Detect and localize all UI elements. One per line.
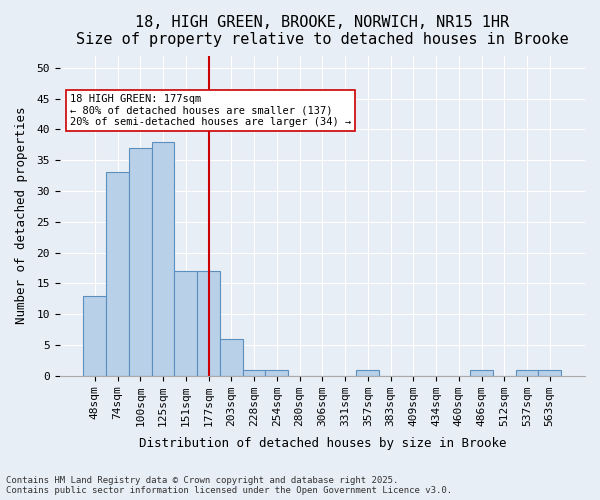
Bar: [515, 370, 538, 376]
Bar: [106, 172, 129, 376]
Y-axis label: Number of detached properties: Number of detached properties: [15, 107, 28, 324]
Bar: [129, 148, 152, 376]
Bar: [152, 142, 175, 376]
Bar: [175, 271, 197, 376]
Bar: [197, 271, 220, 376]
X-axis label: Distribution of detached houses by size in Brooke: Distribution of detached houses by size …: [139, 437, 506, 450]
Bar: [83, 296, 106, 376]
Bar: [220, 338, 242, 376]
Bar: [356, 370, 379, 376]
Title: 18, HIGH GREEN, BROOKE, NORWICH, NR15 1HR
Size of property relative to detached : 18, HIGH GREEN, BROOKE, NORWICH, NR15 1H…: [76, 15, 569, 48]
Text: Contains HM Land Registry data © Crown copyright and database right 2025.
Contai: Contains HM Land Registry data © Crown c…: [6, 476, 452, 495]
Bar: [265, 370, 288, 376]
Text: 18 HIGH GREEN: 177sqm
← 80% of detached houses are smaller (137)
20% of semi-det: 18 HIGH GREEN: 177sqm ← 80% of detached …: [70, 94, 352, 127]
Bar: [538, 370, 561, 376]
Bar: [470, 370, 493, 376]
Bar: [242, 370, 265, 376]
